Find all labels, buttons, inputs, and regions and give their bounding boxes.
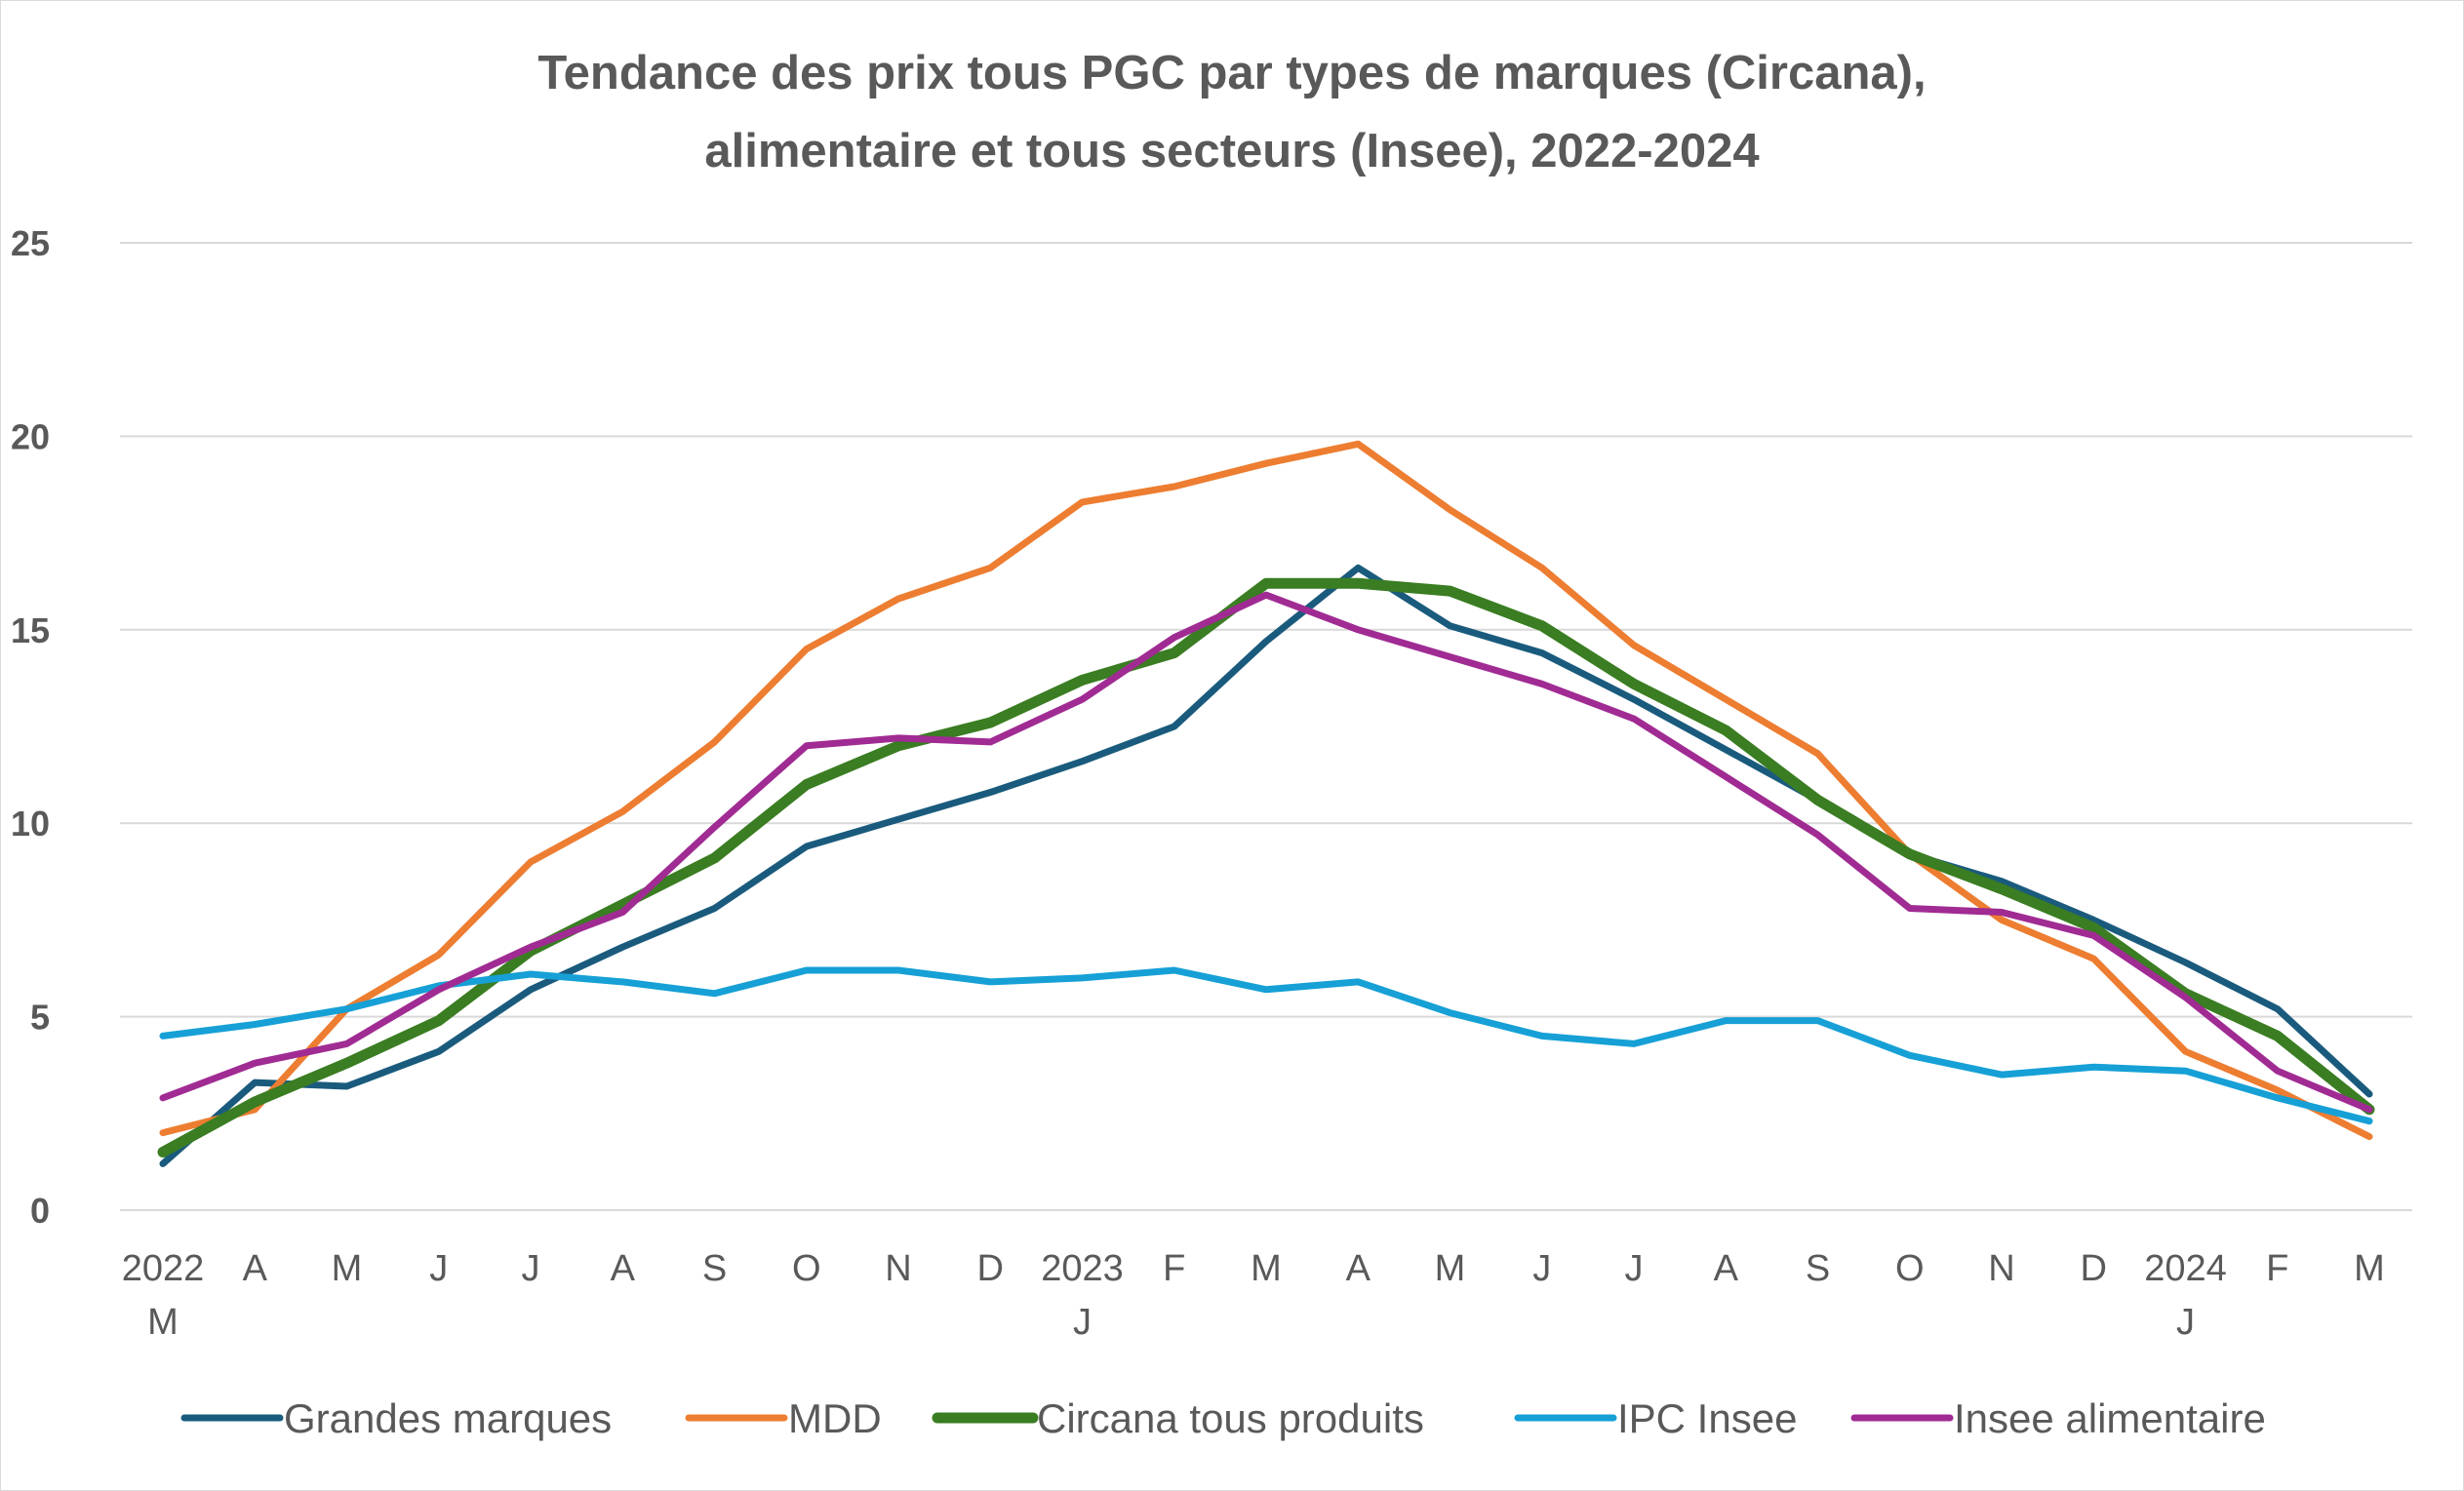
series-line-mdd: [159, 440, 2373, 1141]
y-axis-ticks: 0 5 10 15 20 25: [11, 223, 50, 1231]
x-tick-label: M: [332, 1248, 363, 1289]
x-tick-label: N: [1988, 1248, 2014, 1289]
x-tick-label: M: [1251, 1248, 1282, 1289]
x-tick-label: J: [429, 1248, 448, 1289]
x-tick-label: F: [2266, 1248, 2288, 1289]
legend-label-mdd: MDD: [788, 1395, 882, 1441]
x-tick-label: S: [702, 1248, 727, 1289]
x-tick-label: O: [792, 1248, 821, 1289]
y-tick-label-20: 20: [11, 416, 50, 456]
legend: Grandes marques MDD Circana tous produits I…: [180, 1395, 2266, 1441]
y-tick-label-25: 25: [11, 223, 50, 263]
y-tick-label-10: 10: [11, 804, 50, 844]
series-line-insee-alimentaire: [159, 591, 2373, 1114]
chart-title: Tendance des prix tous PGC par types de …: [537, 47, 1926, 99]
x-tick-label: M: [1435, 1248, 1466, 1289]
x-tick-label: J: [1073, 1302, 1092, 1343]
x-year-label-2022: 2022: [122, 1248, 205, 1289]
series-lines: [157, 440, 2375, 1167]
x-tick-label: N: [885, 1248, 911, 1289]
chart-subtitle: alimentaire et tous secteurs (Insee), 20…: [704, 125, 1759, 177]
x-tick-label: J: [1532, 1248, 1551, 1289]
x-tick-label: D: [977, 1248, 1004, 1289]
x-year-label-2023: 2023: [1041, 1248, 1124, 1289]
series-line-circana-tous-produits: [157, 577, 2375, 1157]
x-tick-label: M: [147, 1302, 179, 1343]
x-tick-label: A: [243, 1248, 268, 1289]
x-tick-label: D: [2081, 1248, 2107, 1289]
y-tick-label-0: 0: [30, 1191, 50, 1231]
x-tick-label: J: [1625, 1248, 1644, 1289]
x-tick-label: J: [2176, 1302, 2195, 1343]
x-tick-label: A: [1714, 1248, 1739, 1289]
y-tick-label-5: 5: [30, 998, 50, 1038]
x-tick-label: O: [1895, 1248, 1925, 1289]
series-line-ipc-insee: [159, 966, 2373, 1125]
x-tick-label: F: [1163, 1248, 1185, 1289]
series-line-grandes-marques: [159, 564, 2373, 1167]
x-tick-label: M: [2354, 1248, 2385, 1289]
x-tick-label: A: [611, 1248, 636, 1289]
x-tick-label: S: [1806, 1248, 1830, 1289]
legend-label-circana-tous-produits: Circana tous produits: [1037, 1395, 1424, 1441]
y-tick-label-15: 15: [11, 610, 50, 650]
legend-label-ipc-insee: IPC Insee: [1617, 1395, 1797, 1441]
x-tick-label: J: [522, 1248, 540, 1289]
x-tick-label: A: [1346, 1248, 1371, 1289]
legend-label-insee-alimentaire: Insee alimentaire: [1954, 1395, 2266, 1441]
legend-label-grandes-marques: Grandes marques: [284, 1395, 612, 1441]
gridlines: [120, 242, 2412, 1211]
x-year-label-2024: 2024: [2144, 1248, 2227, 1289]
x-axis-ticks: 2022 M A M J J A S O N D 2023 J F M A M J J A S O N D 2024 J F M: [122, 1248, 2385, 1343]
